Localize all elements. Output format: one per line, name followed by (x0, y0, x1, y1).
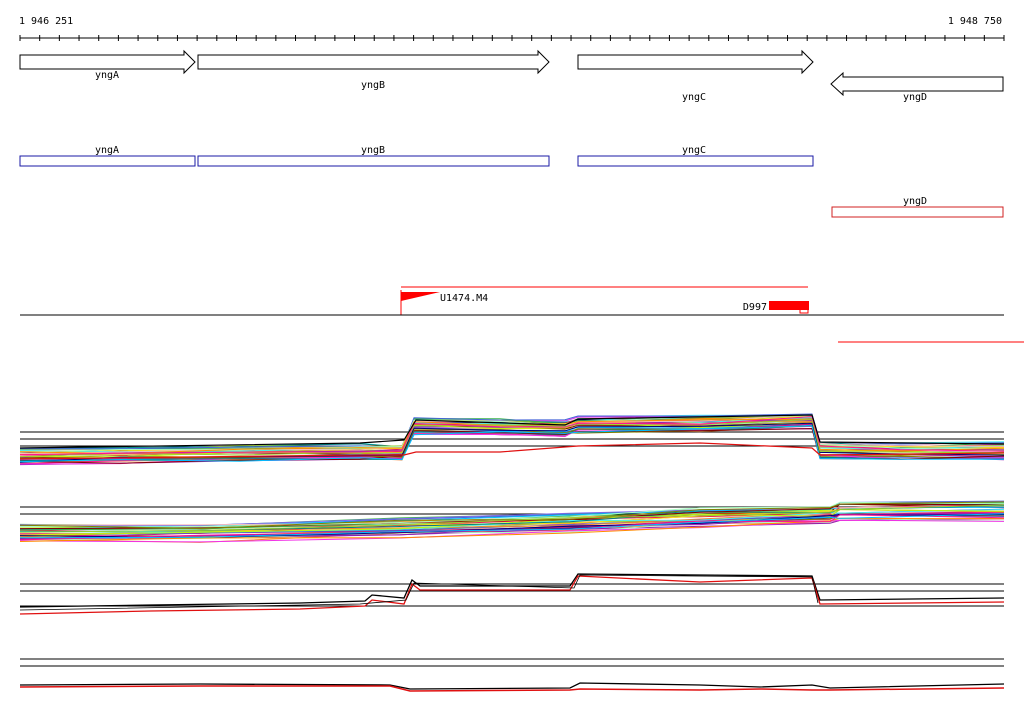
expression-profile (19, 442, 1005, 460)
cds-label-yngd: yngD (903, 196, 927, 207)
expression-profile (19, 685, 1005, 692)
feature-d997-label: D997 (743, 302, 767, 313)
gene-arrow-yngc[interactable] (577, 49, 814, 75)
expression-track-2 (19, 500, 1005, 543)
expression-track-4 (19, 658, 1005, 692)
gene-arrow-yngb[interactable] (197, 49, 550, 75)
expression-profile (19, 514, 1005, 541)
expression-profile (19, 425, 1005, 459)
expression-track-1 (19, 413, 1005, 466)
expression-profile (19, 501, 1005, 530)
ruler-end-label: 1 948 750 (948, 16, 1002, 27)
cds-track: yngA yngB yngC yngD (19, 145, 1004, 218)
track1-profiles (19, 413, 1005, 466)
gene-arrow-yngd[interactable] (830, 71, 1004, 97)
expression-track-3 (19, 573, 1005, 615)
feature-d997-tail (799, 310, 809, 314)
gene-arrow-ynga[interactable] (19, 49, 196, 75)
coordinate-ruler: 1 946 251 1 948 750 (19, 16, 1005, 41)
expression-profile (19, 414, 1005, 449)
gene-label-yngc: yngC (682, 92, 706, 103)
feature-u1474-label: U1474.M4 (440, 293, 488, 304)
track3-profiles (19, 573, 1005, 615)
feature-d997-block[interactable] (769, 301, 809, 310)
track2-profiles (19, 500, 1005, 543)
expression-profile (19, 574, 819, 611)
cds-box-yngd[interactable] (831, 206, 1004, 218)
gene-label-yngb: yngB (361, 80, 385, 91)
cds-box-ynga[interactable] (19, 155, 196, 167)
ruler-ticks (19, 35, 1005, 41)
expression-profile (19, 415, 1005, 456)
cds-box-yngb[interactable] (197, 155, 550, 167)
expression-profile (19, 504, 1005, 533)
expression-profile (19, 418, 1005, 458)
cds-box-yngc[interactable] (577, 155, 814, 167)
expression-profile (19, 513, 1005, 539)
feature-track: U1474.M4 D997 (20, 286, 1024, 343)
expression-profile (19, 501, 1005, 528)
expression-profile (19, 519, 1005, 543)
gene-label-ynga: yngA (95, 70, 119, 81)
gene-arrow-track: yngA yngB yngC yngD (19, 49, 1004, 103)
track4-profiles (19, 682, 1005, 692)
feature-u1474-flag[interactable] (401, 292, 440, 301)
cds-label-ynga: yngA (95, 145, 119, 156)
ruler-start-label: 1 946 251 (19, 16, 73, 27)
expression-profile (19, 682, 1005, 690)
cds-label-yngc: yngC (682, 145, 706, 156)
gene-label-yngd: yngD (903, 92, 927, 103)
expression-profile (19, 575, 1005, 615)
cds-label-yngb: yngB (361, 145, 385, 156)
